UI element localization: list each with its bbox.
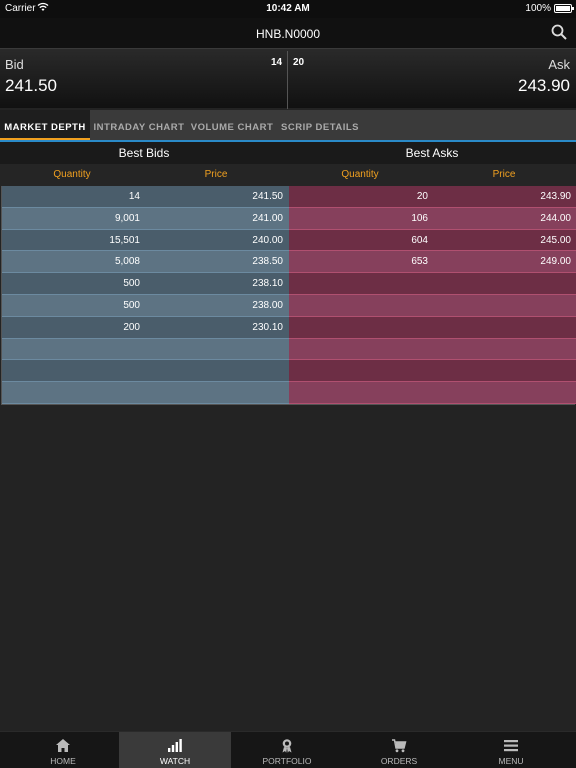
ask-cell: [289, 360, 576, 383]
ask-cell: [289, 186, 576, 208]
ask-price-value: 244.00: [540, 212, 571, 224]
title-bar: HNB.N0000: [0, 18, 576, 48]
clock: 10:42 AM: [266, 3, 310, 14]
nav-home-label: HOME: [50, 756, 76, 766]
market-depth-table: 14 241.50 20 243.90 9,001 241.00 106 244.00 15,5…: [1, 186, 576, 405]
bar-chart-icon: [168, 739, 182, 752]
bid-quantity: 14: [271, 57, 283, 68]
nav-orders[interactable]: ORDERS: [343, 732, 455, 768]
carrier-label: Carrier: [5, 3, 36, 14]
nav-orders-label: ORDERS: [380, 756, 418, 766]
bid-price-value: 238.10: [252, 278, 283, 290]
page-title: HNB.N0000: [255, 27, 321, 41]
bid-price: 241.50: [5, 76, 57, 95]
bid-price-header: Price: [204, 169, 228, 180]
battery-icon: [554, 4, 574, 13]
bid-quantity-header: Quantity: [53, 169, 91, 180]
bid-price-value: 241.00: [252, 212, 283, 224]
bid-quantity-value: 14: [128, 191, 140, 202]
nav-menu-label: MENU: [498, 756, 524, 766]
ask-cell: [289, 338, 576, 361]
ask-quantity-value: 604: [411, 234, 428, 246]
bid-cell: [2, 382, 289, 404]
ask-price-value: 249.00: [540, 256, 571, 268]
bottom-nav: HOME WATCH PORTFOLIO ORDERS: [0, 731, 576, 768]
ask-quantity-value: 20: [416, 191, 428, 202]
ask-cell: [289, 382, 576, 404]
bid-quantity-value: 15,501: [109, 234, 140, 246]
bid-cell: [2, 207, 289, 230]
depth-row[interactable]: 200 230.10: [2, 316, 576, 339]
depth-column-headers: Quantity Price Quantity Price: [0, 164, 576, 186]
nav-menu[interactable]: MENU: [455, 732, 567, 768]
bid-label: Bid: [5, 57, 24, 72]
best-bids-heading: Best Bids: [118, 146, 170, 160]
bid-price-value: 230.10: [252, 321, 283, 333]
ask-cell: [289, 316, 576, 339]
depth-row[interactable]: 14 241.50 20 243.90: [2, 186, 576, 208]
ask-price: 243.90: [518, 76, 570, 95]
nav-watch-label: WATCH: [159, 756, 191, 766]
depth-row[interactable]: [2, 338, 576, 361]
bid-quantity-value: 5,008: [114, 256, 140, 268]
ask-cell: [289, 294, 576, 317]
home-icon: [56, 739, 70, 752]
bid-quantity-value: 200: [123, 321, 140, 333]
depth-row[interactable]: 15,501 240.00 604 245.00: [2, 229, 576, 252]
tab-scrip-details[interactable]: SCRIP DETAILS: [281, 122, 359, 133]
nav-watch[interactable]: WATCH: [119, 732, 231, 768]
award-icon: [282, 739, 292, 753]
ask-label: Ask: [548, 57, 570, 72]
bid-cell: [2, 338, 289, 361]
ask-quantity-value: 653: [411, 256, 428, 268]
bid-cell: [2, 316, 289, 339]
cart-icon: [392, 739, 407, 753]
search-icon[interactable]: [550, 23, 568, 41]
bid-cell: [2, 360, 289, 383]
nav-home[interactable]: HOME: [7, 732, 119, 768]
bid-price-value: 240.00: [252, 234, 283, 246]
depth-row[interactable]: [2, 382, 576, 404]
tab-volume-chart[interactable]: VOLUME CHART: [190, 122, 274, 133]
ask-quantity-header: Quantity: [341, 169, 379, 180]
depth-row[interactable]: 500 238.10: [2, 273, 576, 295]
nav-portfolio[interactable]: PORTFOLIO: [231, 732, 343, 768]
nav-portfolio-label: PORTFOLIO: [262, 756, 312, 766]
ask-cell: [289, 273, 576, 295]
ask-quantity: 20: [293, 57, 305, 68]
tab-intraday-chart[interactable]: INTRADAY CHART: [93, 122, 185, 133]
bid-cell: [2, 186, 289, 208]
ask-price-header: Price: [492, 169, 516, 180]
bid-quantity-value: 500: [123, 278, 140, 290]
ask-cell: [289, 251, 576, 274]
ask-cell: [289, 207, 576, 230]
ask-price-value: 243.90: [540, 191, 571, 202]
depth-row[interactable]: 5,008 238.50 653 249.00: [2, 251, 576, 274]
bid-price-value: 241.50: [252, 191, 283, 202]
depth-side-headers: Best Bids Best Asks: [0, 142, 576, 164]
depth-row[interactable]: 500 238.00: [2, 294, 576, 317]
depth-row[interactable]: 9,001 241.00 106 244.00: [2, 207, 576, 230]
status-bar: Carrier 10:42 AM 100%: [0, 0, 576, 18]
quote-panel: Bid 241.50 14 20 Ask 243.90: [0, 48, 576, 109]
tab-market-depth[interactable]: MARKET DEPTH: [0, 110, 90, 140]
quote-divider: [287, 51, 288, 109]
best-asks-heading: Best Asks: [405, 146, 459, 160]
bid-quantity-value: 500: [123, 299, 140, 311]
bid-price-value: 238.00: [252, 299, 283, 311]
bid-price-value: 238.50: [252, 256, 283, 268]
menu-icon: [504, 740, 518, 752]
bid-cell: [2, 251, 289, 274]
battery-percent: 100%: [525, 3, 551, 14]
tab-bar: MARKET DEPTH INTRADAY CHART VOLUME CHART…: [0, 110, 576, 142]
bid-cell: [2, 229, 289, 252]
ask-quantity-value: 106: [411, 212, 428, 224]
bid-cell: [2, 294, 289, 317]
ask-price-value: 245.00: [540, 234, 571, 246]
wifi-icon: [37, 2, 49, 11]
bid-cell: [2, 273, 289, 295]
depth-row[interactable]: [2, 360, 576, 383]
ask-cell: [289, 229, 576, 252]
bid-quantity-value: 9,001: [114, 212, 140, 224]
